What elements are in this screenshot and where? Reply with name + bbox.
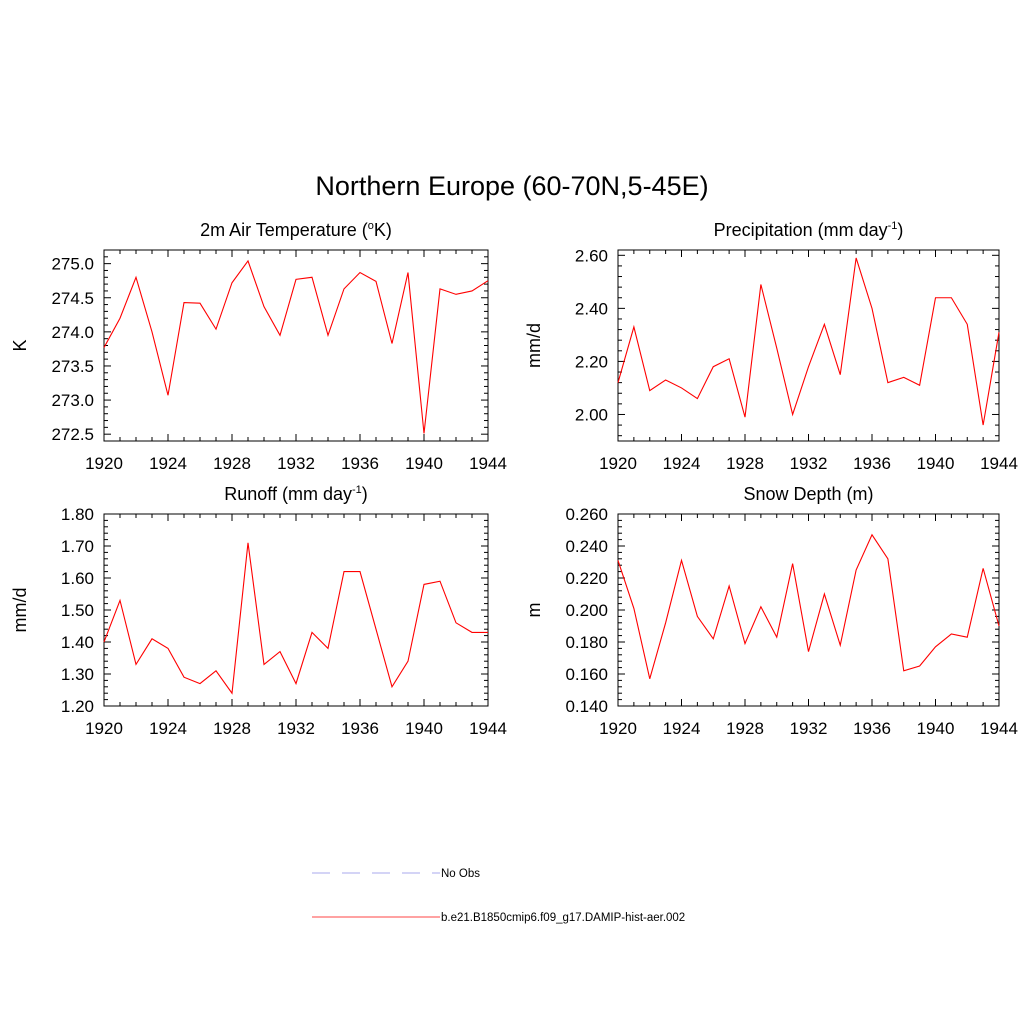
x-tick-label: 1940 bbox=[405, 454, 443, 473]
panel-title-suffix: K) bbox=[374, 220, 392, 240]
panel-title-superscript: o bbox=[368, 220, 374, 232]
series-line bbox=[617, 257, 1000, 426]
y-tick-label: 0.160 bbox=[565, 665, 608, 684]
x-tick-label: 1932 bbox=[277, 719, 315, 738]
y-axis-label: mm/d bbox=[10, 588, 30, 633]
page-title: Northern Europe (60-70N,5-45E) bbox=[315, 171, 709, 201]
y-tick-label: 274.5 bbox=[51, 289, 94, 308]
x-tick-label: 1944 bbox=[469, 454, 507, 473]
legend: No Obs b.e21.B1850cmip6.f09_g17.DAMIP-hi… bbox=[312, 868, 685, 924]
plot-area: 1920 1924 1928 1932 1936 1940 1944 272.5 273.0 27… bbox=[10, 220, 507, 473]
plot-frame bbox=[617, 513, 1000, 707]
panel-snow-depth: 1920 1924 1928 1932 1936 1940 1944 0.140 0.160 0.… bbox=[524, 484, 1018, 738]
y-tick-label: 0.140 bbox=[565, 697, 608, 716]
plot-area: 1920 1924 1928 1932 1936 1940 1944 2.00 2.20 2.40… bbox=[524, 220, 1018, 473]
panel-title: 2m Air Temperature (oK) bbox=[200, 220, 392, 240]
series-line bbox=[617, 533, 1000, 679]
panel-title-main: Precipitation (mm day bbox=[714, 220, 888, 240]
y-tick-label: 1.70 bbox=[61, 537, 94, 556]
series-line bbox=[103, 542, 488, 695]
panel-title-main: Runoff (mm day bbox=[224, 484, 352, 504]
x-tick-label: 1944 bbox=[980, 719, 1018, 738]
x-tick-label: 1932 bbox=[790, 454, 828, 473]
x-tick-label: 1920 bbox=[599, 454, 637, 473]
y-tick-label: 2.00 bbox=[575, 405, 608, 424]
x-tick-label: 1928 bbox=[213, 719, 251, 738]
y-tick-label: 1.80 bbox=[61, 505, 94, 524]
y-tick-label: 275.0 bbox=[51, 255, 94, 274]
y-tick-label: 0.200 bbox=[565, 601, 608, 620]
x-tick-label: 1944 bbox=[980, 454, 1018, 473]
y-tick-label: 274.0 bbox=[51, 323, 94, 342]
plot-frame bbox=[103, 513, 489, 707]
panel-title-main: 2m Air Temperature ( bbox=[200, 220, 368, 240]
plot-area: 1920 1924 1928 1932 1936 1940 1944 1.20 1.30 1.40… bbox=[10, 484, 507, 738]
x-tick-label: 1932 bbox=[790, 719, 828, 738]
x-tick-label: 1940 bbox=[917, 719, 955, 738]
panel-title-superscript: -1 bbox=[352, 484, 362, 496]
y-tick-label: 2.20 bbox=[575, 352, 608, 371]
panel-title-main: Snow Depth (m) bbox=[743, 484, 873, 504]
y-tick-label: 2.60 bbox=[575, 246, 608, 265]
y-tick-label: 1.60 bbox=[61, 569, 94, 588]
x-tick-label: 1924 bbox=[663, 719, 701, 738]
y-tick-label: 2.40 bbox=[575, 299, 608, 318]
plot-area: 1920 1924 1928 1932 1936 1940 1944 0.140 0.160 0.… bbox=[524, 484, 1018, 738]
y-tick-label: 273.5 bbox=[51, 357, 94, 376]
y-tick-label: 0.180 bbox=[565, 633, 608, 652]
x-tick-label: 1940 bbox=[405, 719, 443, 738]
legend-label-no-obs: No Obs bbox=[441, 868, 480, 880]
x-tick-label: 1928 bbox=[213, 454, 251, 473]
y-tick-label: 1.40 bbox=[61, 633, 94, 652]
x-tick-label: 1920 bbox=[599, 719, 637, 738]
x-tick-label: 1920 bbox=[85, 454, 123, 473]
x-tick-label: 1944 bbox=[469, 719, 507, 738]
x-tick-label: 1936 bbox=[341, 454, 379, 473]
y-tick-label: 1.20 bbox=[61, 697, 94, 716]
series-line bbox=[103, 259, 489, 434]
plot-frame bbox=[617, 249, 1000, 442]
y-axis-label: K bbox=[10, 339, 30, 351]
panel-title-superscript: -1 bbox=[888, 220, 898, 232]
x-tick-label: 1924 bbox=[663, 454, 701, 473]
x-tick-label: 1940 bbox=[917, 454, 955, 473]
panel-title: Snow Depth (m) bbox=[743, 484, 873, 504]
panel-title: Precipitation (mm day-1) bbox=[714, 220, 904, 240]
legend-label-model: b.e21.B1850cmip6.f09_g17.DAMIP-hist-aer.… bbox=[441, 912, 685, 924]
x-tick-label: 1920 bbox=[85, 719, 123, 738]
panel-title-suffix: ) bbox=[897, 220, 903, 240]
x-tick-label: 1924 bbox=[149, 454, 187, 473]
y-tick-label: 1.30 bbox=[61, 665, 94, 684]
y-tick-label: 0.260 bbox=[565, 505, 608, 524]
y-tick-label: 272.5 bbox=[51, 425, 94, 444]
x-tick-label: 1936 bbox=[853, 454, 891, 473]
panel-title-suffix: ) bbox=[362, 484, 368, 504]
panel-title: Runoff (mm day-1) bbox=[224, 484, 368, 504]
y-tick-label: 0.240 bbox=[565, 537, 608, 556]
x-tick-label: 1928 bbox=[726, 719, 764, 738]
y-tick-label: 273.0 bbox=[51, 391, 94, 410]
panel-runoff: 1920 1924 1928 1932 1936 1940 1944 1.20 1.30 1.40… bbox=[10, 484, 507, 738]
x-tick-label: 1936 bbox=[853, 719, 891, 738]
x-tick-label: 1932 bbox=[277, 454, 315, 473]
plot-frame bbox=[103, 249, 489, 442]
y-axis-label: mm/d bbox=[524, 323, 544, 368]
y-tick-label: 0.220 bbox=[565, 569, 608, 588]
x-tick-label: 1936 bbox=[341, 719, 379, 738]
panel-precipitation: 1920 1924 1928 1932 1936 1940 1944 2.00 2.20 2.40… bbox=[524, 220, 1018, 473]
y-tick-label: 1.50 bbox=[61, 601, 94, 620]
panel-air-temperature: 1920 1924 1928 1932 1936 1940 1944 272.5 273.0 27… bbox=[10, 220, 507, 473]
x-tick-label: 1924 bbox=[149, 719, 187, 738]
x-tick-label: 1928 bbox=[726, 454, 764, 473]
y-axis-label: m bbox=[524, 603, 544, 618]
